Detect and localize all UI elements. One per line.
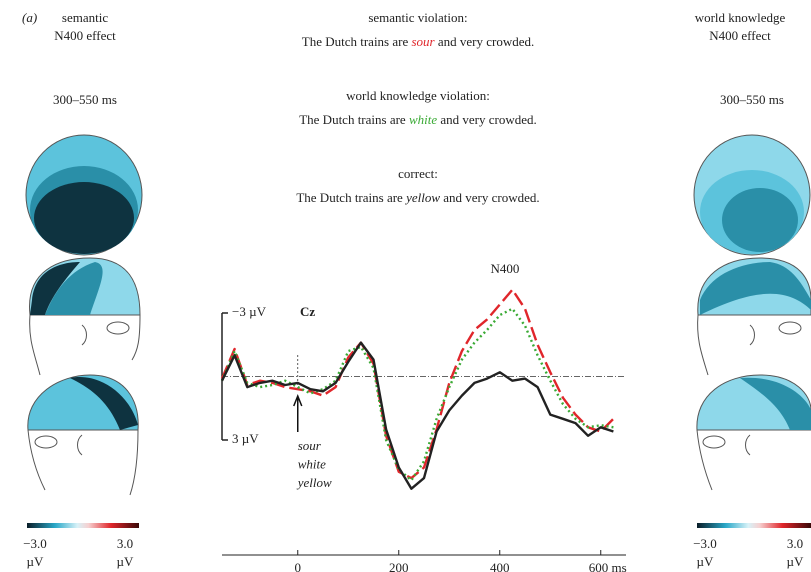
figure: (a) semantic N400 effect 300–550 ms −3.0… xyxy=(0,0,811,572)
scale-unit: µV xyxy=(117,554,134,569)
onset-arrow xyxy=(294,396,302,432)
legend-label: sour xyxy=(298,438,322,453)
x-tick-label: 0 xyxy=(295,560,302,572)
annotation: N400 xyxy=(491,261,520,276)
time-window: 300–550 ms xyxy=(720,92,784,107)
scale-unit: µV xyxy=(787,554,804,569)
sentence-part: The Dutch trains are xyxy=(296,190,406,205)
scale-label: −3.0 xyxy=(693,536,717,551)
critical-word: white xyxy=(409,112,437,127)
color-bar xyxy=(697,523,811,528)
sentence-part: and very crowded. xyxy=(435,34,535,49)
scale-label: 3.0 xyxy=(787,536,803,551)
sentence-part: and very crowded. xyxy=(437,112,537,127)
erp-chart: −3 µV 3 µV Cz 0 200 400 600 ms N400 sour white yel… xyxy=(222,261,627,572)
topomap-side xyxy=(698,258,811,375)
sentence-part: The Dutch trains are xyxy=(302,34,412,49)
y-tick-label: −3 µV xyxy=(232,304,267,319)
panel-title: semantic xyxy=(62,10,108,25)
condition-label: correct: xyxy=(398,166,438,181)
panel-title: N400 effect xyxy=(54,28,116,43)
sentence-part: The Dutch trains are xyxy=(299,112,409,127)
time-window: 300–550 ms xyxy=(53,92,117,107)
y-tick-label: 3 µV xyxy=(232,431,259,446)
critical-word: yellow xyxy=(404,190,440,205)
condition-label: world knowledge violation: xyxy=(346,88,490,103)
scale-label: 3.0 xyxy=(117,536,133,551)
sentences: semantic violation: The Dutch trains are … xyxy=(296,10,539,205)
series-line xyxy=(222,309,613,480)
panel-title: N400 effect xyxy=(709,28,771,43)
x-tick-label: 400 xyxy=(490,560,510,572)
panel-label: (a) xyxy=(22,10,37,25)
series-line xyxy=(222,343,613,489)
topomap-top xyxy=(26,135,142,255)
x-tick-label: 200 xyxy=(389,560,409,572)
critical-word: sour xyxy=(411,34,435,49)
channel-label: Cz xyxy=(300,304,315,319)
scale-unit: µV xyxy=(27,554,44,569)
color-bar xyxy=(27,523,139,528)
topomap-side xyxy=(28,375,138,495)
topomap-side xyxy=(30,258,140,375)
scale-label: −3.0 xyxy=(23,536,47,551)
topomap-top xyxy=(694,135,810,255)
sentence: The Dutch trains are sour and very crowd… xyxy=(302,34,535,49)
scale-unit: µV xyxy=(697,554,714,569)
condition-label: semantic violation: xyxy=(368,10,467,25)
x-tick-label: 600 ms xyxy=(589,560,627,572)
legend-label: yellow xyxy=(296,475,332,490)
topomap-side xyxy=(697,375,811,490)
sentence: The Dutch trains are yellow and very cro… xyxy=(296,190,539,205)
sentence-part: and very crowded. xyxy=(440,190,540,205)
panel-title: world knowledge xyxy=(695,10,786,25)
legend-label: white xyxy=(298,456,326,471)
sentence: The Dutch trains are white and very crow… xyxy=(299,112,537,127)
